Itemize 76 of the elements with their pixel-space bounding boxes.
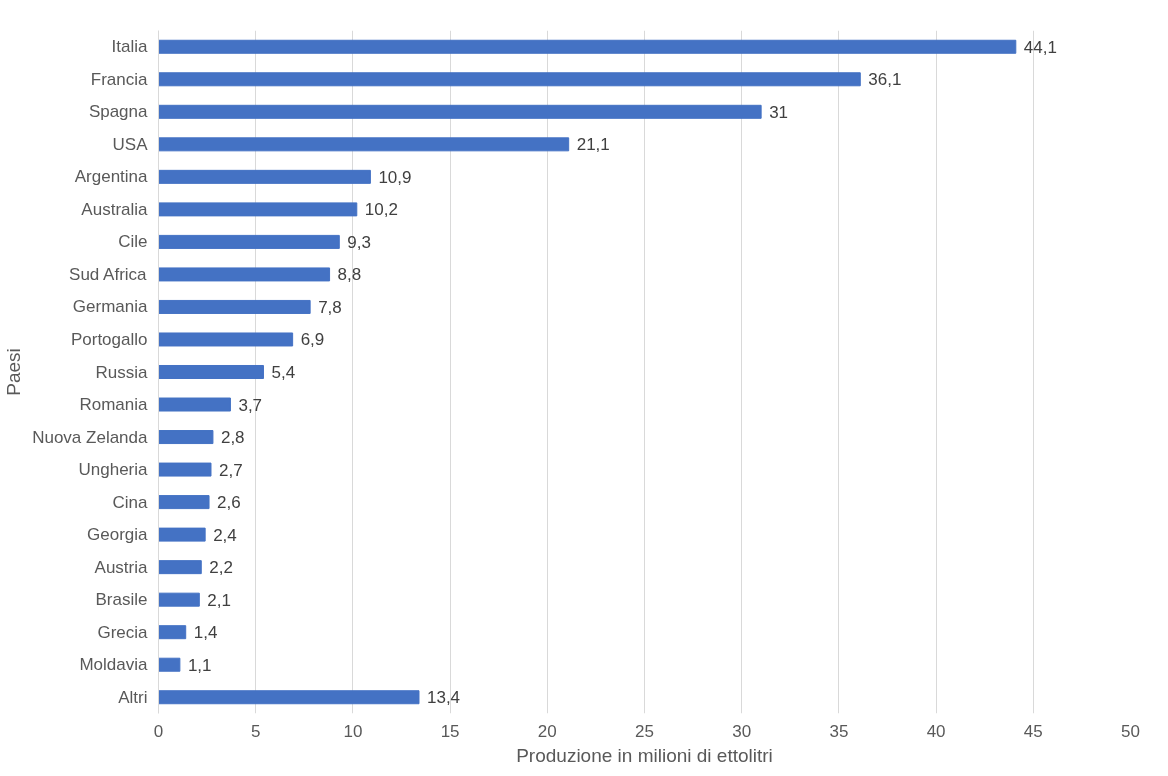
y-tick-label: Brasile [95,590,148,610]
bar [158,527,206,542]
y-tick-label: Georgia [87,525,149,545]
bar [158,560,202,575]
y-tick-label: Australia [81,199,149,219]
y-tick-label: Cile [118,232,148,252]
data-label: 9,3 [347,232,371,252]
data-label: 10,2 [364,200,398,220]
data-label: 1,4 [193,623,218,643]
data-label: 2,2 [209,558,233,578]
data-label: 5,4 [271,363,296,382]
data-label: 13,4 [427,688,461,708]
y-tick-label: Spagna [88,102,149,122]
bar [158,72,861,87]
y-tick-label: Sud Africa [69,264,148,284]
y-tick-label: Moldavia [79,655,149,675]
bar [158,39,1017,54]
x-tick-label: 40 [926,721,946,741]
bar [158,267,331,282]
bar [158,234,340,249]
y-tick-label: Nuova Zelanda [32,427,149,447]
x-tick-label: 50 [1121,721,1140,741]
y-tick-label: Italia [111,37,149,57]
data-label: 2,6 [217,493,241,513]
y-tick-label: Portogallo [70,329,148,349]
x-tick-label: 15 [440,721,460,741]
x-axis-title: Produzione in milioni di ettolitri [516,744,773,766]
data-label: 2,8 [220,428,245,448]
bar [158,202,358,217]
bar [158,332,294,347]
x-tick-label: 0 [153,721,164,741]
y-tick-label: Cina [112,492,149,512]
x-tick-label: 25 [635,721,654,741]
bar [158,430,214,445]
data-label: 3,7 [238,395,263,415]
y-tick-label: Romania [79,395,149,415]
data-label: 2,7 [218,460,243,480]
data-label: 8,8 [337,265,362,285]
x-tick-label: 35 [829,721,849,741]
bar [158,592,200,607]
y-tick-label: Russia [95,362,149,382]
data-label: 7,8 [318,297,342,317]
data-label: 44,1 [1023,37,1057,57]
data-label: 21,1 [576,135,610,155]
y-tick-label: Argentina [74,167,149,187]
data-label: 1,1 [187,655,212,675]
x-tick-label: 10 [343,721,363,741]
bar [158,397,231,412]
y-tick-label: Germania [72,297,149,317]
bar [158,169,371,184]
data-label: 2,4 [213,525,237,545]
y-tick-label: Francia [90,69,149,89]
y-tick-label: Altri [118,687,148,707]
x-tick-label: 45 [1023,721,1043,741]
bar [158,657,181,672]
data-label: 36,1 [868,70,902,90]
x-tick-label: 20 [537,721,557,741]
y-tick-label: Grecia [97,622,149,642]
bar [158,299,311,314]
data-label: 10,9 [378,167,412,187]
x-tick-label: 30 [732,721,752,741]
bar [158,495,210,510]
data-label: 6,9 [300,330,325,350]
y-tick-label: USA [112,134,149,154]
y-axis-title: Paesi [3,348,25,396]
y-tick-label: Ungheria [78,460,149,480]
data-label: 31 [769,102,789,122]
x-tick-label: 5 [250,721,261,741]
bar [158,137,570,152]
data-label: 2,1 [207,590,231,610]
bar [158,365,264,379]
bar [158,625,187,640]
bar [158,462,212,477]
bar [158,104,762,119]
bar [158,690,420,705]
y-tick-label: Austria [94,557,149,577]
